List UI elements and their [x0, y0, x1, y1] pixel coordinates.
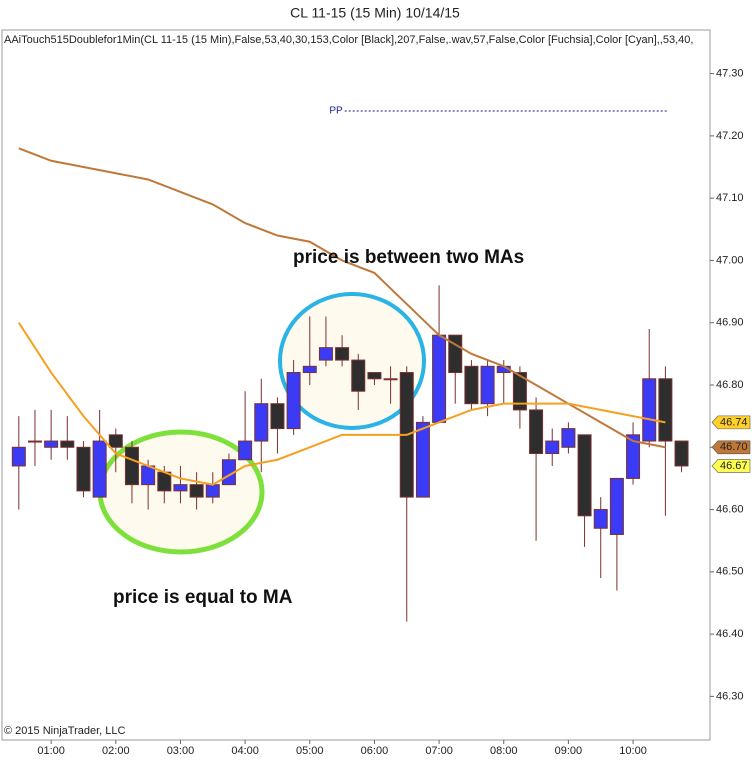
y-tick-label: 47.20 — [716, 130, 744, 142]
candle-body — [60, 440, 75, 448]
candle-body — [189, 484, 204, 498]
y-tick-label: 47.00 — [716, 254, 744, 266]
candle-body — [415, 421, 430, 498]
x-tick-label: 09:00 — [555, 745, 583, 757]
price-marker — [711, 459, 751, 473]
highlight-circle — [97, 429, 265, 555]
y-tick-label: 46.80 — [716, 379, 744, 391]
candle-body — [448, 334, 463, 374]
candle-body — [335, 347, 350, 361]
candle-body — [76, 446, 91, 492]
candle-body — [577, 434, 592, 517]
candle-body — [11, 446, 26, 467]
candle-body — [254, 403, 269, 442]
candle-body — [173, 484, 188, 492]
candle-body — [270, 403, 285, 430]
y-tick-label: 46.30 — [716, 690, 744, 702]
x-tick-label: 03:00 — [167, 745, 195, 757]
candle-body — [27, 440, 42, 443]
candle-body — [658, 378, 673, 442]
indicator-label: AAiTouch515Doublefor1Min(CL 11-15 (15 Mi… — [4, 34, 693, 46]
y-tick-label: 47.10 — [716, 192, 744, 204]
candle-body — [238, 440, 253, 461]
annotation: price is between two MAs — [293, 247, 524, 268]
price-marker — [711, 415, 751, 430]
credit: © 2015 NinjaTrader, LLC — [4, 725, 125, 737]
candle-body — [383, 378, 398, 381]
price-marker-label: 46.67 — [720, 460, 748, 472]
candle-body — [529, 409, 544, 455]
y-tick-label: 46.40 — [716, 628, 744, 640]
x-tick-label: 02:00 — [102, 745, 130, 757]
candle-body — [545, 440, 560, 455]
pivot-label: PP — [329, 106, 343, 117]
moving-average — [18, 147, 666, 449]
candle-body — [367, 372, 382, 380]
candle-body — [609, 477, 624, 535]
candle-body — [108, 434, 123, 448]
candle-body — [512, 372, 527, 411]
candle-body — [302, 365, 317, 374]
candle-body — [286, 372, 301, 430]
x-tick-label: 08:00 — [490, 745, 518, 757]
candle-body — [626, 434, 641, 479]
candle-body — [561, 428, 576, 448]
price-marker-label: 46.74 — [720, 416, 748, 428]
candle-body — [464, 365, 479, 405]
candle-body — [318, 347, 333, 361]
candle-body — [642, 378, 657, 442]
y-tick-label: 46.90 — [716, 317, 744, 329]
candle-body — [124, 446, 139, 486]
candle-body — [480, 365, 495, 405]
candle-body — [351, 359, 366, 392]
candle-body — [205, 484, 220, 498]
candle-body — [432, 334, 447, 423]
candle-body — [593, 509, 608, 529]
y-tick-label: 46.60 — [716, 503, 744, 515]
candle-body — [44, 440, 59, 448]
price-marker — [711, 440, 751, 455]
chart-title: CL 11-15 (15 Min) 10/14/15 — [290, 5, 460, 21]
candle-body — [92, 440, 107, 498]
y-tick-label: 47.30 — [716, 68, 744, 80]
y-tick-label: 46.50 — [716, 566, 744, 578]
x-tick-label: 01:00 — [37, 745, 65, 757]
moving-average — [17, 322, 666, 486]
x-tick-label: 04:00 — [231, 745, 259, 757]
x-tick-label: 07:00 — [425, 745, 453, 757]
candle-body — [674, 440, 689, 467]
x-tick-label: 06:00 — [361, 745, 389, 757]
price-marker-label: 46.70 — [720, 441, 748, 453]
x-tick-label: 10:00 — [619, 745, 647, 757]
x-tick-label: 05:00 — [296, 745, 324, 757]
plot-marks: PP — [11, 106, 689, 622]
annotation: price is equal to MA — [113, 587, 293, 608]
